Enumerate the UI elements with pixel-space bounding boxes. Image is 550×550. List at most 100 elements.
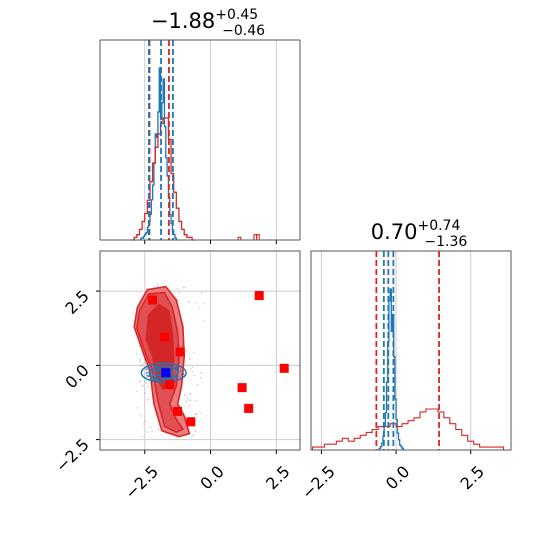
sample-point	[195, 301, 198, 304]
blue-sample-point	[145, 371, 148, 375]
blue-sample-point	[174, 366, 177, 369]
histogram-panel-bottom-right: −2.5 0.0 2.5 0.70+0.74 −1.36	[298, 218, 512, 503]
histogram-red	[131, 117, 195, 241]
sample-point	[196, 384, 199, 387]
sample-point	[141, 435, 144, 438]
sample-point	[146, 431, 149, 433]
sample-point	[178, 292, 181, 294]
sample-point	[183, 286, 185, 289]
sample-point	[157, 428, 160, 431]
sample-point	[193, 374, 196, 377]
blue-sample-point	[159, 363, 162, 366]
histogram-red-tail	[256, 234, 260, 240]
histogram-red	[311, 408, 510, 451]
red-square-marker	[254, 291, 264, 301]
x-tick-label: 0.0	[382, 462, 413, 493]
red-square-marker	[175, 347, 185, 357]
blue-contour-level-2	[148, 365, 179, 381]
axes-frame	[99, 250, 301, 451]
sample-point	[187, 397, 189, 400]
x-tick-label: −2.5	[121, 462, 162, 503]
blue-square-marker	[161, 368, 171, 378]
blue-sample-point	[149, 372, 153, 375]
blue-sample-point	[165, 363, 168, 366]
sample-point	[139, 415, 142, 417]
histogram-panel-top-left: −1.88+0.45 −0.46	[99, 7, 301, 244]
red-square-marker	[186, 417, 196, 427]
sample-point	[183, 394, 186, 397]
axes-frame	[99, 39, 301, 241]
sample-point	[199, 376, 202, 379]
sample-point	[141, 384, 144, 387]
histogram-blue	[378, 288, 405, 451]
sample-point	[171, 290, 174, 292]
red-square-marker	[159, 332, 169, 342]
red-square-marker	[244, 403, 254, 413]
sample-point	[194, 399, 197, 402]
sample-point	[135, 352, 138, 355]
sample-point	[199, 372, 202, 374]
sample-point	[143, 423, 145, 425]
blue-sample-point	[155, 364, 158, 367]
panel-title: 0.70+0.74 −1.36	[371, 218, 468, 250]
sample-point	[200, 292, 203, 294]
x-tick-label: −2.5	[298, 462, 339, 503]
sample-point	[194, 430, 197, 433]
y-tick-label: −2.5	[52, 435, 93, 476]
blue-sample-point	[173, 374, 176, 377]
sample-point	[191, 366, 194, 369]
blue-sample-point	[145, 368, 148, 371]
y-tick-label: 0.0	[61, 361, 92, 392]
sample-point	[142, 362, 145, 365]
red-square-marker	[148, 295, 158, 305]
sample-point	[151, 430, 154, 433]
y-tick-label: 2.5	[61, 286, 92, 317]
sample-point	[203, 319, 206, 322]
sample-point	[136, 406, 139, 409]
sample-point	[140, 364, 143, 367]
histogram-blue	[139, 67, 178, 241]
red-square-marker	[237, 383, 247, 393]
title-value: 0.70	[371, 220, 418, 244]
sample-point	[146, 398, 149, 401]
sample-point	[153, 285, 156, 288]
sample-point	[138, 380, 141, 383]
title-upper-error: +0.74	[417, 218, 460, 234]
title-lower-error: −0.46	[222, 23, 265, 39]
blue-sample-point	[152, 374, 155, 377]
sample-point	[138, 360, 141, 363]
scatter-contour-panel: −2.5 0.0 2.5 −2.5 0.0 2.5	[52, 250, 301, 503]
x-tick-label: 2.5	[457, 462, 488, 493]
blue-sample-point	[147, 366, 151, 370]
sample-point	[191, 370, 194, 373]
sample-point	[193, 351, 196, 354]
blue-sample-point	[154, 378, 157, 382]
blue-contour-level-1	[140, 362, 187, 384]
sample-point	[189, 399, 192, 402]
sample-point	[185, 400, 188, 403]
red-square-marker	[165, 380, 175, 390]
blue-sample-point	[179, 369, 182, 372]
blue-sample-point	[149, 377, 153, 381]
sample-point	[177, 288, 179, 290]
panel-title: −1.88+0.45 −0.46	[151, 7, 265, 39]
sample-point	[156, 282, 159, 285]
histogram-red-tail	[237, 236, 242, 240]
sample-point	[143, 419, 146, 422]
sample-point	[198, 307, 201, 310]
x-tick-label: 0.0	[196, 462, 227, 493]
x-tick-label: 2.5	[262, 462, 293, 493]
title-value: −1.88	[151, 9, 215, 33]
sample-point	[189, 393, 192, 395]
blue-sample-point	[176, 367, 179, 370]
sample-point	[145, 381, 148, 384]
blue-sample-point	[174, 370, 177, 374]
sample-point	[135, 390, 138, 393]
sample-point	[143, 392, 146, 395]
sample-point	[185, 350, 188, 352]
sample-point	[192, 434, 195, 437]
sample-point	[156, 285, 159, 288]
sample-point	[149, 426, 152, 429]
sample-point	[190, 368, 193, 370]
